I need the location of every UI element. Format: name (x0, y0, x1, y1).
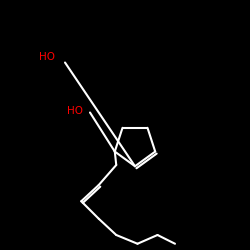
Text: HO: HO (39, 52, 55, 62)
Text: HO: HO (66, 106, 82, 116)
